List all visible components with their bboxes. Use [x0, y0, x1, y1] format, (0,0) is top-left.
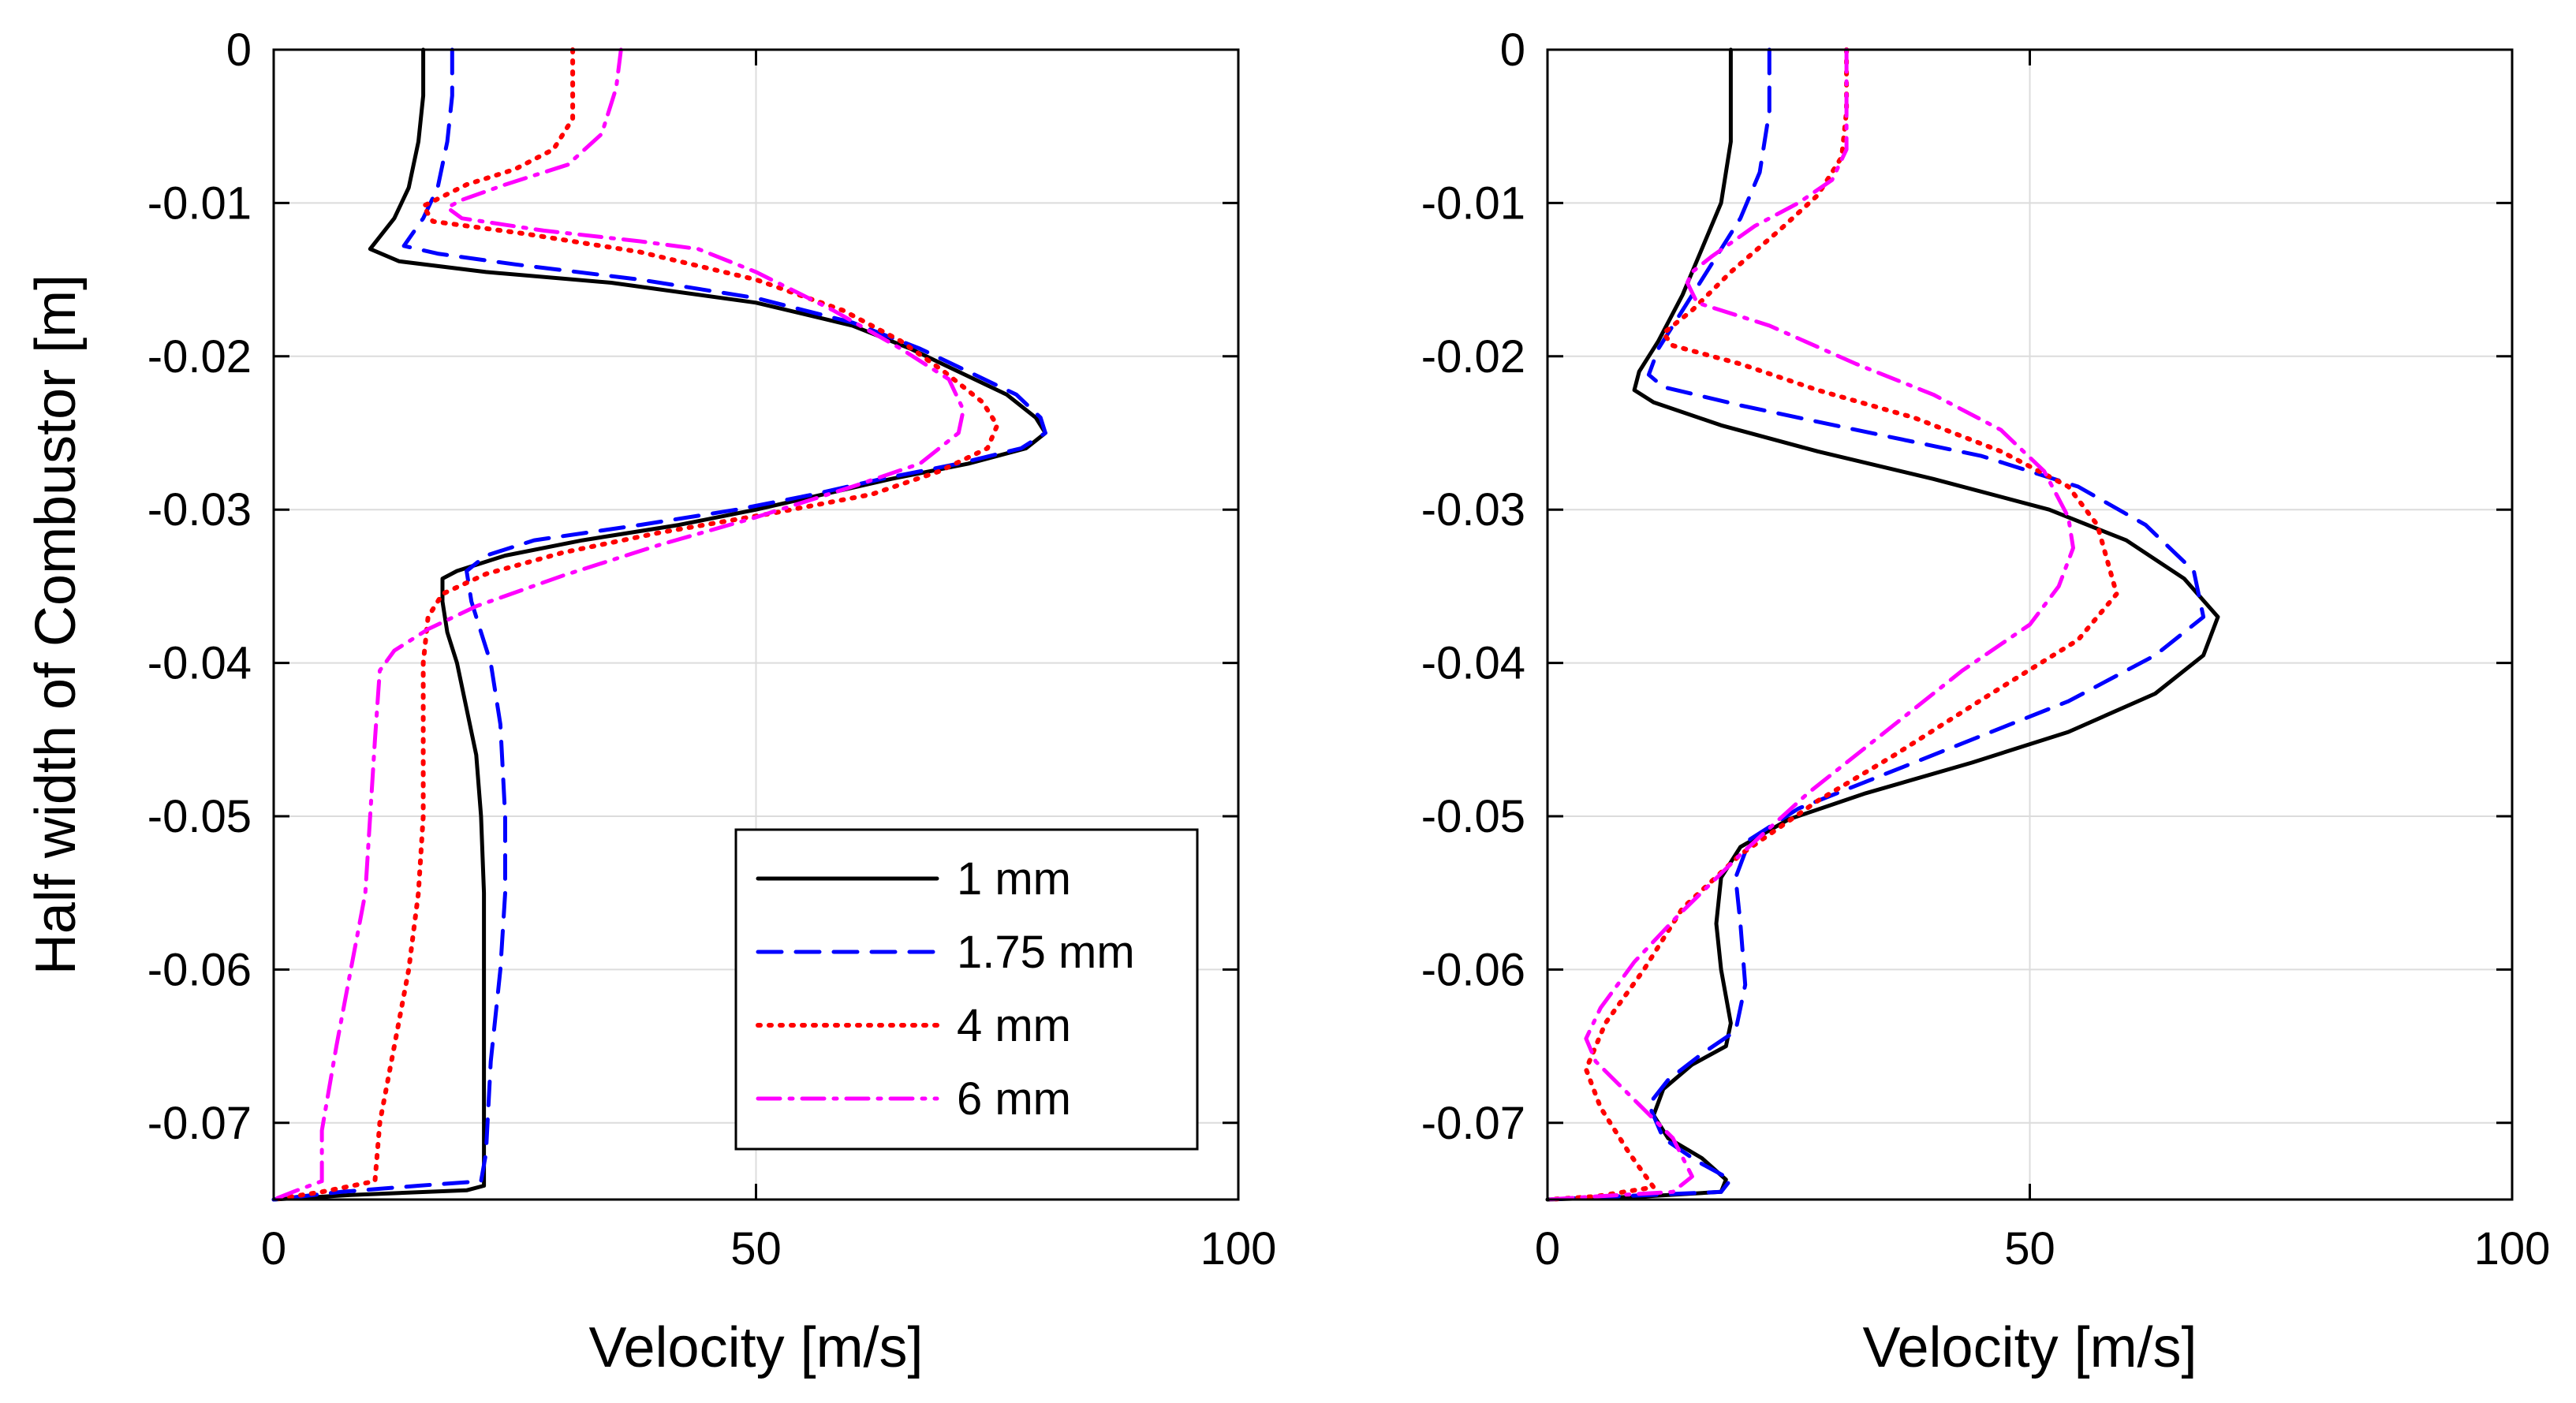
legend-label: 1.75 mm: [957, 927, 1135, 978]
legend-entry-4mm: 4 mm: [756, 1000, 1071, 1051]
left-xtick-label: 50: [730, 1223, 782, 1274]
right-xtick-label: 100: [2474, 1223, 2551, 1274]
left-ytick-label: -0.06: [147, 944, 252, 995]
series-line-6-mm: [271, 47, 965, 1202]
legend-label: 4 mm: [957, 1000, 1071, 1051]
right-ytick-label: 0: [1500, 24, 1525, 76]
left-panel: 0 -0.01 -0.02 -0.03 -0.04 -0.05 -0.06 -0…: [24, 24, 1276, 1379]
right-ytick-label: -0.03: [1421, 484, 1525, 535]
legend-label: 6 mm: [957, 1073, 1071, 1125]
left-ytick-label: -0.07: [147, 1098, 252, 1149]
right-ytick-label: -0.01: [1421, 177, 1525, 229]
legend-box: [734, 828, 1199, 1151]
left-ytick-label: -0.01: [147, 177, 252, 229]
series-line-4-mm: [271, 47, 1000, 1202]
series-line-1-mm: [271, 47, 1047, 1202]
right-ytick-label: -0.04: [1421, 638, 1525, 689]
right-ytick-labels: 0 -0.01 -0.02 -0.03 -0.04 -0.05 -0.06 -0…: [1421, 24, 1525, 1149]
right-xtick-label: 0: [1535, 1223, 1560, 1274]
left-ticks: [272, 48, 1240, 1200]
legend-entry-6mm: 6 mm: [756, 1073, 1071, 1125]
series-line-4-mm: [1545, 47, 2119, 1202]
right-ytick-label: -0.06: [1421, 944, 1525, 995]
left-ytick-labels: 0 -0.01 -0.02 -0.03 -0.04 -0.05 -0.06 -0…: [147, 24, 252, 1149]
right-ticks: [1546, 48, 2514, 1200]
legend-entry-1-75mm: 1.75 mm: [756, 927, 1135, 978]
right-ytick-label: -0.05: [1421, 791, 1525, 842]
right-xtick-label: 50: [2004, 1223, 2055, 1274]
series-line-6-mm: [1545, 47, 2075, 1202]
legend-label: 1 mm: [957, 853, 1071, 905]
left-xtick-label: 100: [1200, 1223, 1277, 1274]
left-ytick-label: 0: [226, 24, 252, 76]
right-series: [1545, 47, 2220, 1202]
left-ytick-label: -0.04: [147, 638, 252, 689]
legend-entry-1mm: 1 mm: [756, 853, 1071, 905]
right-ytick-label: -0.02: [1421, 331, 1525, 382]
left-y-axis-label: Half width of Combustor [m]: [24, 274, 88, 975]
right-ytick-label: -0.07: [1421, 1098, 1525, 1149]
left-ytick-label: -0.03: [147, 484, 252, 535]
right-xtick-labels: 0 50 100: [1535, 1223, 2551, 1274]
left-ytick-label: -0.02: [147, 331, 252, 382]
legend: 1 mm 1.75 mm 4 mm 6 mm: [734, 828, 1199, 1151]
right-x-axis-label: Velocity [m/s]: [1862, 1316, 2197, 1379]
right-panel: 0 -0.01 -0.02 -0.03 -0.04 -0.05 -0.06 -0…: [1421, 24, 2551, 1379]
left-xtick-labels: 0 50 100: [261, 1223, 1277, 1274]
left-x-axis-label: Velocity [m/s]: [588, 1316, 923, 1379]
left-ytick-label: -0.05: [147, 791, 252, 842]
left-series: [271, 47, 1047, 1202]
left-xtick-label: 0: [261, 1223, 286, 1274]
